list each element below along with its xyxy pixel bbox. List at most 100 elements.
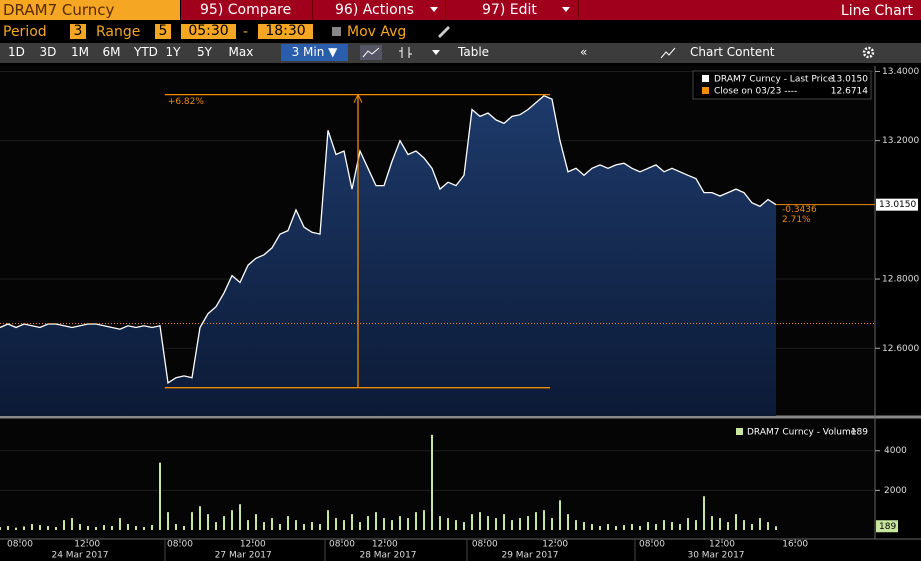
divider [312, 0, 313, 20]
volume-bar [367, 516, 369, 530]
start-time-field[interactable]: 05:30 [181, 24, 236, 39]
legend-swatch [702, 75, 709, 82]
mov-avg-label: Mov Avg [347, 24, 407, 40]
table-button[interactable]: Table [458, 45, 490, 59]
last-volume-box [876, 520, 898, 533]
security-field[interactable]: DRAM7 Curncy [0, 0, 180, 20]
volume-bar [519, 518, 521, 530]
volume-bar [335, 518, 337, 530]
volume-bar [479, 512, 481, 530]
divider [578, 0, 579, 20]
volume-bar [223, 516, 225, 530]
volume-bar [471, 514, 473, 530]
actions-menu[interactable]: 96) Actions [335, 2, 414, 18]
chart: 12.6000 12.8000 13.2000 13.4000 13.0150 -0.34… [0, 66, 921, 561]
legend-value: 13.0150 [831, 75, 868, 85]
legend-entry: Close on 03/23 ---- [714, 87, 797, 97]
arrow-head [353, 93, 363, 103]
dropdown-icon[interactable] [432, 50, 440, 56]
compare-menu[interactable]: 95) Compare [200, 2, 292, 18]
volume-bar [47, 526, 49, 530]
volume-bar [255, 514, 257, 530]
dropdown-icon [562, 7, 570, 12]
view-title: Line Chart [840, 3, 913, 19]
volume-bar [383, 518, 385, 530]
y-tick-label: 13.4000 [882, 67, 919, 77]
volume-bar [543, 510, 545, 530]
interval-button[interactable]: 3 Min ▼ [281, 44, 348, 61]
volume-bar [591, 524, 593, 530]
y-tick-label: 13.2000 [882, 136, 919, 146]
chart-content-icon [660, 47, 676, 59]
y-tick-label: 2000 [884, 486, 907, 496]
volume-bar [295, 520, 297, 530]
volume-bar [135, 526, 137, 530]
last-volume-label: 189 [879, 522, 896, 532]
y-tick-label: 12.8000 [882, 275, 919, 285]
settings-icon[interactable] [862, 46, 875, 59]
volume-bar [415, 512, 417, 530]
volume-bar [39, 525, 41, 530]
volume-bar [455, 520, 457, 530]
period-field[interactable]: 3 [70, 24, 86, 39]
volume-bar [319, 524, 321, 530]
volume-bar [751, 524, 753, 530]
range-button[interactable]: 3D [39, 45, 57, 59]
x-tick-label: 12:00 [240, 540, 266, 550]
volume-bar [159, 462, 161, 530]
checkbox[interactable] [332, 27, 341, 36]
range-button[interactable]: 6M [102, 45, 121, 59]
last-price-box [876, 198, 918, 211]
volume-bar [151, 525, 153, 530]
bar-chart-icon[interactable] [398, 46, 414, 59]
range-label: Range [96, 24, 141, 40]
volume-bar [263, 522, 265, 530]
volume-bar [23, 526, 25, 530]
volume-bar [719, 518, 721, 530]
volume-bar [199, 506, 201, 530]
back-button[interactable]: « [580, 45, 588, 59]
volume-bar [375, 512, 377, 530]
volume-bar [759, 518, 761, 530]
volume-bar [639, 526, 641, 530]
volume-bar [431, 434, 433, 530]
volume-bar [631, 524, 633, 530]
volume-bar [711, 516, 713, 530]
volume-bar [687, 518, 689, 530]
price-area [0, 95, 776, 416]
x-tick-label: 12:00 [74, 540, 100, 550]
volume-bar [527, 516, 529, 530]
volume-bar [399, 516, 401, 530]
volume-bar [231, 510, 233, 530]
volume-bar [127, 524, 129, 530]
range-button[interactable]: 1D [8, 45, 25, 59]
range-button[interactable]: YTD [134, 45, 158, 59]
volume-bar [575, 520, 577, 530]
volume-bar [167, 512, 169, 530]
divider [445, 0, 446, 20]
volume-bar [271, 518, 273, 530]
range-button[interactable]: Max [228, 45, 254, 59]
volume-bar [15, 527, 17, 530]
pencil-icon[interactable] [436, 24, 452, 38]
chart-content-button[interactable]: Chart Content [690, 45, 775, 59]
x-tick-label: 08:00 [329, 540, 355, 550]
edit-menu[interactable]: 97) Edit [482, 2, 537, 18]
volume-bar [55, 527, 57, 530]
range-button[interactable]: 1Y [165, 45, 181, 59]
volume-bar [423, 510, 425, 530]
range-button[interactable]: 5Y [197, 45, 212, 59]
volume-bar [727, 522, 729, 530]
x-tick-label: 12:00 [709, 540, 735, 550]
volume-bar [0, 527, 1, 530]
line-chart-icon[interactable] [360, 45, 382, 60]
end-time-field[interactable]: 18:30 [258, 24, 313, 39]
date-label: 24 Mar 2017 [51, 551, 108, 561]
range-button[interactable]: 1M [71, 45, 89, 59]
range-field[interactable]: 5 [155, 24, 171, 39]
x-tick-label: 08:00 [7, 540, 33, 550]
volume-bar [495, 518, 497, 530]
date-label: 30 Mar 2017 [687, 551, 744, 561]
volume-bar [487, 516, 489, 530]
x-tick-label: 12:00 [542, 540, 568, 550]
